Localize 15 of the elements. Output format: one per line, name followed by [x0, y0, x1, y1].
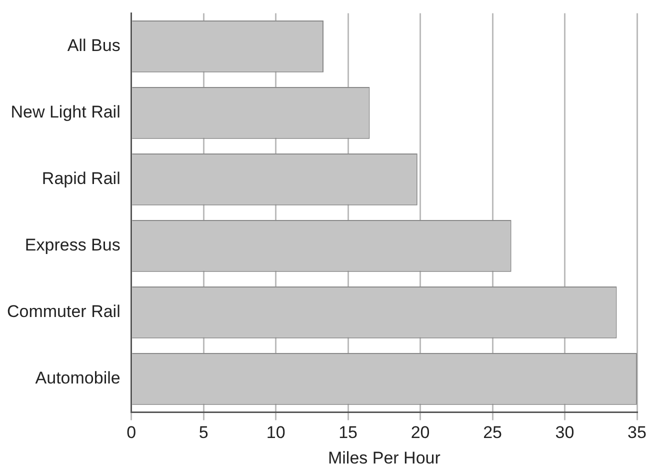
y-tick-label: All Bus — [67, 36, 120, 56]
x-tick-label: 10 — [266, 423, 286, 442]
x-tick-label: 30 — [555, 423, 574, 442]
x-tick-label: 20 — [410, 423, 430, 442]
y-tick-label: New Light Rail — [10, 102, 120, 122]
y-tick-label: Commuter Rail — [6, 302, 120, 322]
y-tick-label: Rapid Rail — [42, 169, 120, 188]
x-tick-label: 35 — [628, 423, 646, 442]
x-tick-label: 15 — [338, 423, 358, 442]
x-tick-label: 5 — [198, 423, 208, 442]
y-tick-label: Automobile — [35, 368, 120, 388]
y-tick-label: Express Bus — [24, 236, 120, 255]
x-tick-label: 25 — [483, 423, 502, 442]
x-tick-label: 0 — [126, 423, 136, 442]
x-axis-title: Miles Per Hour — [328, 448, 441, 468]
